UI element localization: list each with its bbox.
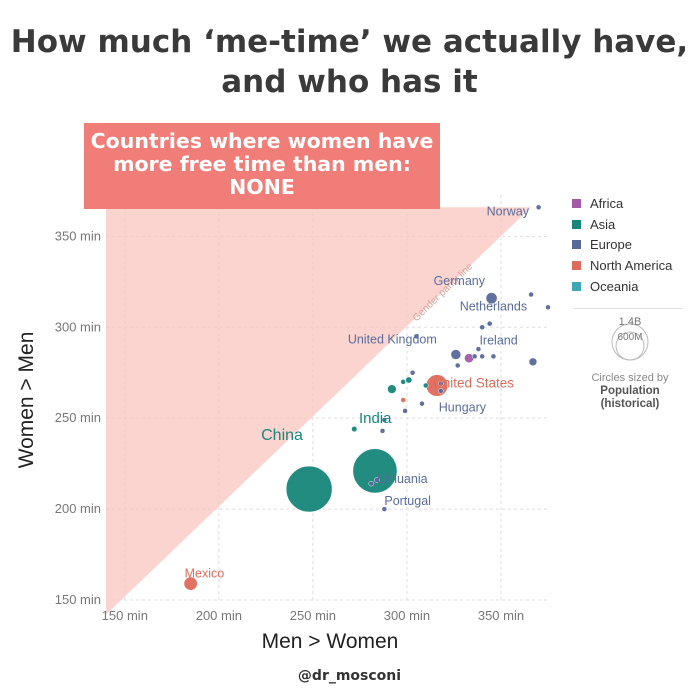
x-tick-label: 300 min bbox=[384, 608, 430, 623]
point-label: United States bbox=[433, 375, 514, 390]
data-point[interactable] bbox=[400, 397, 406, 403]
y-tick-label: 250 min bbox=[55, 410, 101, 425]
data-point[interactable] bbox=[475, 346, 482, 352]
size-key-small-label: 600M bbox=[617, 332, 643, 343]
point-label: United Kingdom bbox=[348, 333, 437, 347]
data-point[interactable] bbox=[381, 417, 388, 423]
point-labels: Norway Germany Netherlands Ireland United Ki… bbox=[185, 204, 530, 580]
data-point-mexico[interactable] bbox=[183, 576, 199, 592]
legend-label: Asia bbox=[590, 216, 616, 232]
data-point-ireland[interactable] bbox=[490, 353, 497, 360]
data-point[interactable] bbox=[479, 353, 485, 360]
legend-label: Oceania bbox=[590, 279, 639, 295]
legend-item-asia[interactable]: Asia bbox=[572, 214, 672, 235]
size-note-bold: Population (historical) bbox=[600, 385, 660, 410]
data-point[interactable] bbox=[379, 428, 386, 434]
x-tick-label: 200 min bbox=[196, 608, 242, 623]
data-point[interactable] bbox=[400, 379, 406, 385]
data-point-netherlands[interactable] bbox=[486, 320, 493, 327]
data-point[interactable] bbox=[528, 291, 534, 298]
size-legend: 1.4B 600M Circles sized by Population (h… bbox=[578, 308, 682, 411]
y-tick-label: 150 min bbox=[55, 592, 101, 607]
data-points bbox=[183, 204, 551, 592]
credit-handle: @dr_mosconi bbox=[297, 668, 402, 684]
parity-region bbox=[106, 207, 532, 615]
data-point[interactable] bbox=[413, 333, 420, 340]
data-point-china[interactable] bbox=[285, 465, 333, 513]
region-legend: Africa Asia Europe North America Oceania bbox=[572, 193, 672, 297]
point-label: Germany bbox=[434, 274, 486, 288]
data-point[interactable] bbox=[454, 362, 461, 369]
point-label: Norway bbox=[487, 204, 530, 218]
y-tick-label: 300 min bbox=[55, 319, 101, 334]
data-point[interactable] bbox=[409, 369, 416, 376]
data-point[interactable] bbox=[368, 480, 374, 487]
point-label: Lithuania bbox=[377, 472, 428, 486]
legend-item-oceania[interactable]: Oceania bbox=[572, 276, 672, 297]
axis-ticks: 150 min 200 min 250 min 300 min 350 min 150 m… bbox=[55, 228, 524, 623]
legend-item-africa[interactable]: Africa bbox=[572, 193, 672, 214]
data-point[interactable] bbox=[528, 357, 538, 366]
point-label: China bbox=[261, 427, 303, 444]
size-key: 1.4B 600M bbox=[578, 308, 682, 364]
point-label: Mexico bbox=[185, 567, 225, 581]
data-point-lithuania[interactable] bbox=[374, 477, 380, 483]
x-tick-label: 350 min bbox=[478, 608, 524, 623]
data-point[interactable] bbox=[402, 408, 408, 414]
y-axis-label: Women > Men bbox=[15, 332, 38, 469]
legend-swatch bbox=[572, 240, 581, 250]
y-tick-label: 350 min bbox=[55, 228, 101, 243]
data-point[interactable] bbox=[419, 400, 425, 407]
size-key-large-label: 1.4B bbox=[618, 316, 642, 328]
callout-line-1: Countries where women have bbox=[90, 129, 434, 153]
point-label: Ireland bbox=[479, 333, 517, 347]
data-point-germany[interactable] bbox=[485, 292, 498, 305]
y-tick-label: 200 min bbox=[55, 501, 101, 516]
data-point[interactable] bbox=[438, 388, 444, 394]
data-point-hungary[interactable] bbox=[438, 380, 444, 387]
legend-label: Europe bbox=[590, 237, 632, 253]
data-point[interactable] bbox=[545, 304, 551, 311]
size-note: Circles sized by Population (historical) bbox=[578, 372, 682, 411]
page-title: How much ‘me-time’ we actually have, and… bbox=[0, 22, 699, 102]
legend-swatch bbox=[572, 219, 581, 229]
callout-line-3: NONE bbox=[229, 175, 295, 199]
legend-label: Africa bbox=[590, 195, 624, 211]
legend-swatch bbox=[572, 282, 581, 292]
x-axis-label: Men > Women bbox=[262, 630, 399, 653]
data-point[interactable] bbox=[464, 353, 474, 364]
title-line-2: and who has it bbox=[221, 64, 478, 100]
data-point[interactable] bbox=[351, 426, 358, 433]
data-point[interactable] bbox=[422, 382, 429, 389]
title-line-1: How much ‘me-time’ we actually have, bbox=[10, 24, 689, 60]
data-point[interactable] bbox=[387, 384, 397, 394]
legend-item-europe[interactable]: Europe bbox=[572, 235, 672, 256]
point-label: Portugal bbox=[384, 494, 431, 508]
data-point-united-kingdom[interactable] bbox=[450, 349, 462, 360]
point-label: Hungary bbox=[439, 401, 487, 415]
callout-box: Countries where women have more free tim… bbox=[84, 123, 440, 209]
data-point[interactable] bbox=[405, 376, 413, 384]
data-point[interactable] bbox=[471, 353, 478, 360]
size-key-circles bbox=[611, 323, 649, 361]
data-point-portugal[interactable] bbox=[381, 506, 388, 512]
point-label: Netherlands bbox=[460, 300, 527, 314]
legend-swatch bbox=[572, 261, 581, 271]
legend-swatch bbox=[572, 198, 581, 208]
legend-divider bbox=[574, 308, 682, 309]
size-note-text: Circles sized by bbox=[591, 372, 669, 384]
data-point[interactable] bbox=[479, 324, 485, 331]
x-tick-label: 250 min bbox=[290, 608, 336, 623]
point-label: India bbox=[359, 410, 392, 427]
data-point-india[interactable] bbox=[352, 448, 398, 494]
legend-item-north-america[interactable]: North America bbox=[572, 255, 672, 276]
x-tick-label: 150 min bbox=[102, 608, 148, 623]
legend-label: North America bbox=[590, 258, 673, 274]
callout-line-2: more free time than men: bbox=[113, 152, 411, 176]
data-point-norway[interactable] bbox=[535, 204, 542, 211]
